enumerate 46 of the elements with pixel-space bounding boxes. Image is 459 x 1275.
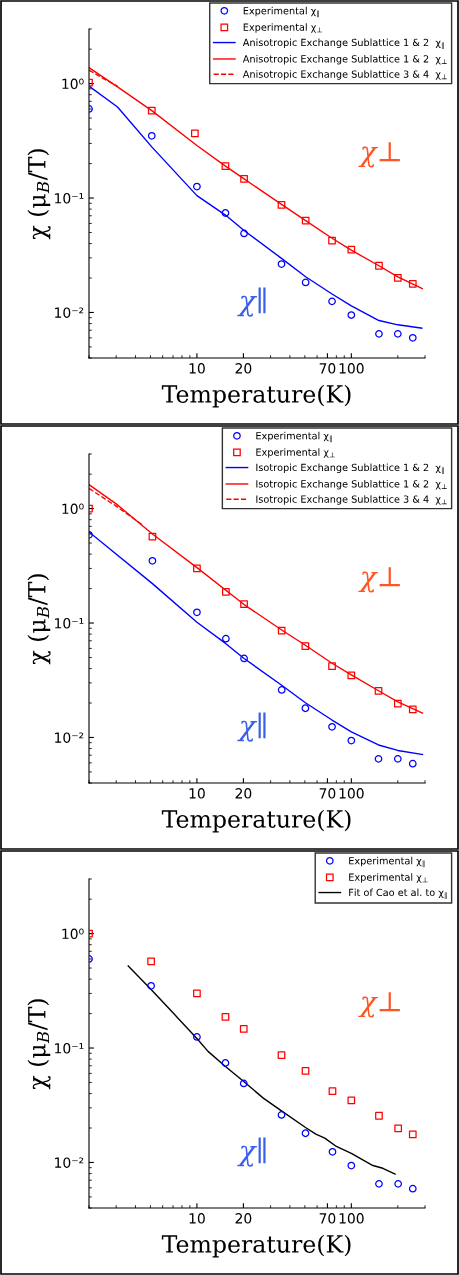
- legend-label: Experimental χ$_{⊥}$: [243, 23, 323, 33]
- annotation: χ∥: [237, 287, 266, 317]
- annotation: χ∥: [237, 1137, 266, 1167]
- x-axis-title: Temperature(K): [161, 1234, 351, 1258]
- legend-label: Isotropic Exchange Sublattice 1 & 2 χ$_{⊥}$: [256, 479, 447, 490]
- y-tick-label: 10⁻¹: [55, 618, 84, 629]
- legend-label: Fit of Cao et al. to χ$_{‖}$: [349, 888, 447, 900]
- y-tick-label: 10⁰: [62, 78, 84, 90]
- y-tick-label: 10⁻²: [55, 732, 84, 743]
- annotation: χ⊥: [358, 992, 400, 1018]
- x-axis-title: Temperature(K): [161, 384, 351, 408]
- annotation: χ⊥: [358, 567, 400, 593]
- x-tick-label: 20: [235, 363, 252, 374]
- x-tick-label: 70: [319, 788, 336, 799]
- legend-label: Isotropic Exchange Sublattice 3 & 4 χ$_{⊥}$: [256, 495, 447, 505]
- legend-label: Experimental χ$_{‖}$: [256, 431, 332, 443]
- annotation: χ⊥: [358, 142, 400, 168]
- x-tick-label: 70: [319, 1213, 336, 1224]
- x-tick-label: 100: [339, 363, 364, 374]
- legend-label: Isotropic Exchange Sublattice 1 & 2 χ$_{‖}$: [256, 463, 444, 475]
- x-tick-label: 20: [235, 1213, 252, 1224]
- legend-label: Experimental χ$_{⊥}$: [256, 448, 335, 458]
- y-tick-label: 10⁻¹: [55, 1043, 84, 1054]
- y-axis-title: χ (μ$_{B}$/T): [27, 574, 51, 665]
- x-tick-label: 10: [189, 363, 205, 374]
- x-axis-title: Temperature(K): [161, 809, 351, 833]
- legend-label: Anisotropic Exchange Sublattice 1 & 2 χ$_{⊥}$: [242, 54, 447, 65]
- legend-label: Experimental χ$_{⊥}$: [349, 873, 428, 883]
- annotation: χ∥: [237, 712, 266, 742]
- legend-label: Anisotropic Exchange Sublattice 1 & 2 χ$_{‖}$: [242, 38, 444, 50]
- x-tick-label: 10: [189, 1213, 205, 1224]
- y-axis-title: χ (μ$_{B}$/T): [27, 149, 51, 240]
- y-tick-label: 10⁰: [62, 503, 84, 515]
- x-tick-label: 100: [339, 788, 364, 799]
- x-tick-label: 70: [319, 363, 336, 374]
- legend-label: Anisotropic Exchange Sublattice 3 & 4 χ$_{⊥}$: [242, 70, 447, 80]
- legend-label: Experimental χ$_{‖}$: [349, 856, 425, 868]
- y-tick-label: 10⁻²: [55, 307, 84, 318]
- x-tick-label: 20: [235, 788, 252, 799]
- y-tick-label: 10⁰: [62, 928, 84, 940]
- y-tick-label: 10⁻²: [55, 1157, 84, 1168]
- x-tick-label: 10: [189, 788, 205, 799]
- y-tick-label: 10⁻¹: [55, 193, 84, 204]
- y-axis-title: χ (μ$_{B}$/T): [27, 999, 51, 1090]
- x-tick-label: 100: [339, 1213, 364, 1224]
- legend-label: Experimental χ$_{‖}$: [243, 6, 319, 18]
